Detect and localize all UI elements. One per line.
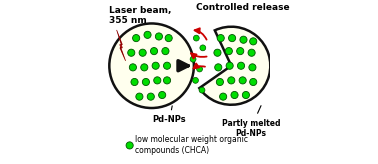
Circle shape [249, 64, 256, 71]
Wedge shape [199, 27, 270, 105]
Circle shape [154, 77, 161, 84]
Circle shape [141, 64, 148, 71]
Text: Partly melted
Pd-NPs: Partly melted Pd-NPs [222, 106, 280, 138]
Circle shape [139, 49, 146, 56]
Circle shape [165, 34, 172, 42]
Circle shape [159, 92, 166, 99]
Circle shape [214, 49, 221, 56]
Circle shape [239, 77, 246, 84]
Circle shape [144, 31, 151, 38]
Circle shape [128, 49, 135, 56]
Circle shape [147, 93, 154, 100]
Circle shape [249, 38, 257, 45]
Circle shape [228, 77, 235, 84]
Circle shape [163, 77, 170, 84]
Circle shape [229, 34, 235, 42]
Text: low molecular weight organic
compounds (CHCA): low molecular weight organic compounds (… [135, 135, 248, 155]
Circle shape [200, 45, 206, 51]
Circle shape [242, 92, 249, 99]
Circle shape [131, 78, 138, 86]
Circle shape [162, 48, 169, 55]
Circle shape [215, 64, 222, 71]
Circle shape [237, 48, 244, 55]
Circle shape [152, 62, 159, 69]
Circle shape [225, 48, 232, 55]
Circle shape [231, 92, 238, 99]
Circle shape [192, 77, 198, 83]
Circle shape [249, 78, 257, 86]
Text: Pd-NPs: Pd-NPs [153, 106, 186, 124]
Circle shape [194, 35, 199, 41]
Circle shape [163, 62, 170, 69]
Circle shape [197, 66, 203, 72]
Circle shape [136, 93, 143, 100]
Circle shape [129, 64, 136, 71]
Circle shape [220, 93, 227, 100]
Circle shape [240, 36, 247, 43]
Circle shape [155, 33, 163, 40]
Circle shape [143, 78, 149, 86]
Circle shape [126, 142, 133, 149]
Polygon shape [117, 30, 125, 61]
Circle shape [216, 78, 223, 86]
Text: Laser beam,
355 nm: Laser beam, 355 nm [108, 6, 171, 25]
Circle shape [190, 56, 196, 62]
Circle shape [248, 49, 255, 56]
Circle shape [199, 87, 205, 93]
Circle shape [150, 48, 158, 55]
Circle shape [237, 62, 245, 69]
Circle shape [226, 62, 233, 69]
Circle shape [133, 34, 140, 42]
Circle shape [109, 23, 194, 108]
Text: Controlled release: Controlled release [196, 3, 290, 12]
Circle shape [217, 34, 224, 42]
